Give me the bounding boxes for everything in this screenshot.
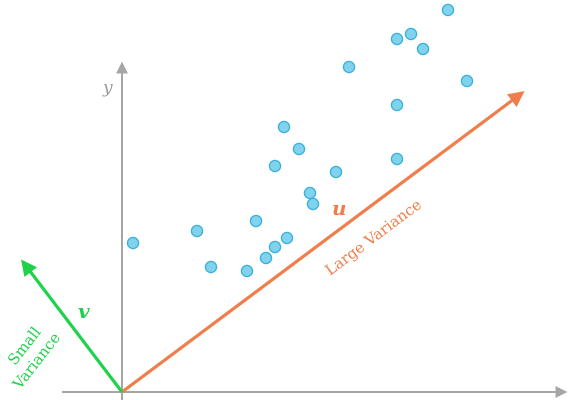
data-point bbox=[268, 159, 282, 173]
data-point bbox=[268, 240, 282, 254]
data-point bbox=[280, 231, 294, 245]
data-point bbox=[342, 60, 356, 74]
data-point bbox=[416, 42, 430, 56]
data-point bbox=[306, 197, 320, 211]
u-vector-symbol: u bbox=[332, 196, 347, 220]
data-point bbox=[204, 260, 218, 274]
data-point bbox=[329, 165, 343, 179]
data-point bbox=[303, 186, 317, 200]
data-point bbox=[240, 264, 254, 278]
data-point bbox=[390, 98, 404, 112]
data-point bbox=[390, 32, 404, 46]
data-point bbox=[259, 251, 273, 265]
data-point bbox=[441, 3, 455, 17]
data-point bbox=[292, 142, 306, 156]
data-points bbox=[126, 3, 474, 278]
data-point bbox=[249, 214, 263, 228]
y-axis-label: y bbox=[102, 78, 113, 98]
u-vector-arrow bbox=[121, 91, 525, 394]
v-vector-arrow bbox=[21, 259, 124, 393]
data-point bbox=[277, 120, 291, 134]
data-point bbox=[404, 27, 418, 41]
data-point bbox=[126, 236, 140, 250]
data-point bbox=[190, 224, 204, 238]
data-point bbox=[390, 152, 404, 166]
v-vector-symbol: v bbox=[78, 299, 90, 323]
data-point bbox=[460, 74, 474, 88]
